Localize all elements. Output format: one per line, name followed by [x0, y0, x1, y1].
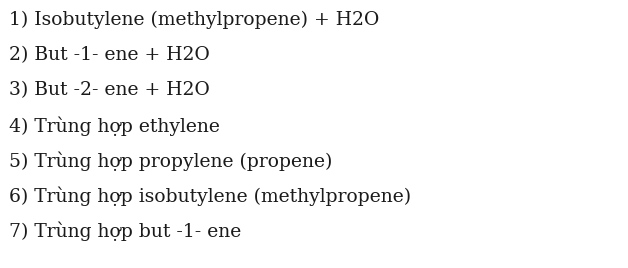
- Text: 6) Trùng hợp isobutylene (methylpropene): 6) Trùng hợp isobutylene (methylpropene): [9, 186, 411, 206]
- Text: 1) Isobutylene (methylpropene) + H2O: 1) Isobutylene (methylpropene) + H2O: [9, 11, 380, 29]
- Text: 7) Trùng hợp but -1- ene: 7) Trùng hợp but -1- ene: [9, 221, 242, 241]
- Text: 5) Trùng hợp propylene (propene): 5) Trùng hợp propylene (propene): [9, 151, 333, 171]
- Text: 2) But -1- ene + H2O: 2) But -1- ene + H2O: [9, 46, 210, 64]
- Text: 3) But -2- ene + H2O: 3) But -2- ene + H2O: [9, 81, 210, 99]
- Text: 4) Trùng hợp ethylene: 4) Trùng hợp ethylene: [9, 116, 220, 136]
